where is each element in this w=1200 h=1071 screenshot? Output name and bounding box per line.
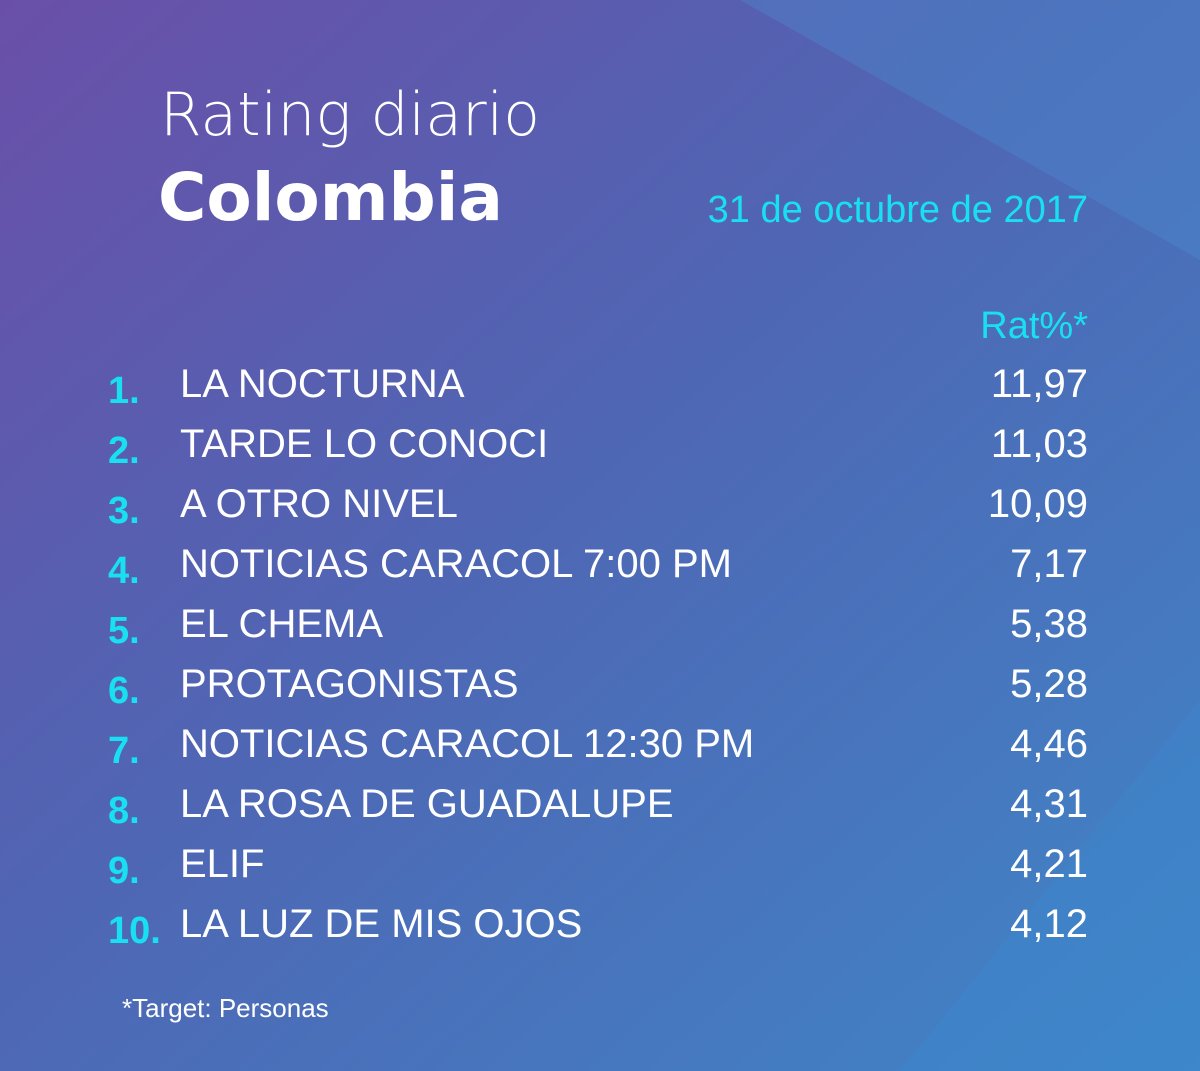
rating-value: 10,09: [988, 482, 1088, 526]
rating-value: 11,03: [991, 422, 1088, 466]
ranking-list: 1. LA NOCTURNA 11,97 2. TARDE LO CONOCI 11,03…: [108, 362, 1088, 952]
program-name: ELIF: [180, 842, 264, 886]
rating-value: 5,38: [1010, 602, 1088, 646]
rank: 4.: [108, 550, 140, 592]
rating-value: 4,21: [1010, 842, 1088, 886]
rank: 7.: [108, 730, 140, 772]
rank: 6.: [108, 670, 140, 712]
rating-value: 4,46: [1010, 722, 1088, 766]
program-name: LA NOCTURNA: [180, 362, 465, 406]
program-name: PROTAGONISTAS: [180, 662, 519, 706]
background-facet: [900, 700, 1200, 1071]
rank: 8.: [108, 790, 140, 832]
footnote: *Target: Personas: [122, 993, 329, 1023]
rating-value: 4,31: [1010, 782, 1088, 826]
rank: 5.: [108, 610, 140, 652]
program-name: LA ROSA DE GUADALUPE: [180, 782, 674, 826]
rank: 1.: [108, 370, 140, 412]
rank: 9.: [108, 850, 140, 892]
title: Rating diario: [160, 80, 540, 150]
subtitle: Colombia: [158, 159, 503, 236]
program-name: NOTICIAS CARACOL 7:00 PM: [180, 542, 732, 586]
rating-value: 4,12: [1010, 902, 1088, 946]
rank: 2.: [108, 430, 140, 472]
program-name: TARDE LO CONOCI: [180, 422, 548, 466]
column-header: Rat%*: [980, 305, 1088, 347]
program-name: A OTRO NIVEL: [180, 482, 458, 526]
rating-value: 11,97: [991, 362, 1088, 406]
date: 31 de octubre de 2017: [708, 189, 1088, 231]
rank: 3.: [108, 490, 140, 532]
rank: 10.: [108, 910, 161, 952]
background-facet: [740, 0, 1200, 260]
program-name: LA LUZ DE MIS OJOS: [180, 902, 582, 946]
rating-value: 5,28: [1010, 662, 1088, 706]
program-name: NOTICIAS CARACOL 12:30 PM: [180, 722, 754, 766]
program-name: EL CHEMA: [180, 602, 383, 646]
rating-value: 7,17: [1010, 542, 1088, 586]
